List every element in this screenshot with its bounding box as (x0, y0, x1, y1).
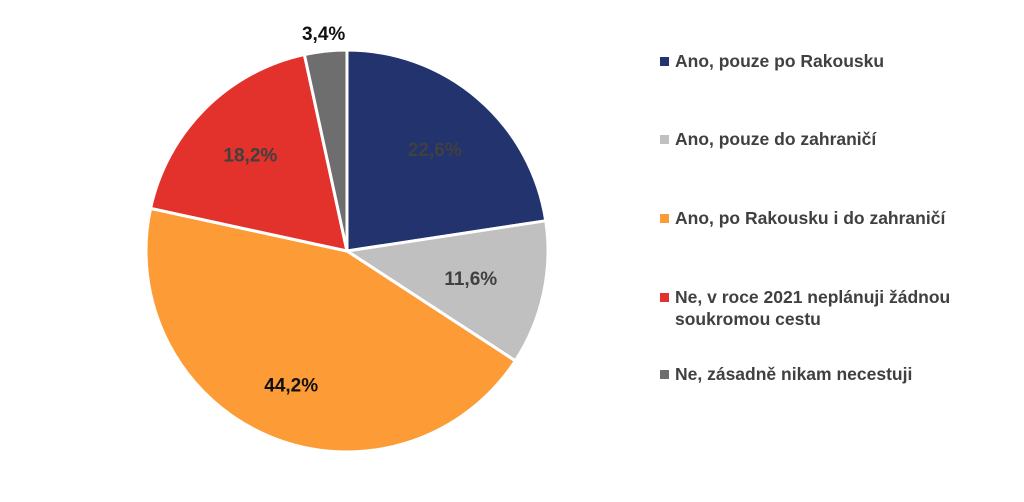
legend-item-1: Ano, pouze do zahraničí (660, 128, 1005, 150)
pie-slice-3 (148, 52, 349, 253)
legend-item-4: Ne, zásadně nikam necestuji (660, 363, 1005, 385)
legend-label: Ano, pouze po Rakousku (675, 51, 885, 71)
legend-swatch (660, 57, 669, 66)
data-label-1: 11,6% (444, 269, 497, 290)
legend-item-0: Ano, pouze po Rakousku (660, 50, 1005, 72)
legend-label: Ano, pouze do zahraničí (675, 129, 877, 149)
legend-item-2: Ano, po Rakousku i do zahraničí (660, 207, 1005, 229)
legend-swatch (660, 293, 669, 302)
data-label-4: 3,4% (302, 24, 345, 45)
pie-slice-1 (342, 219, 550, 363)
pie-slice-0 (345, 48, 548, 253)
pie-slice-2 (144, 206, 518, 454)
data-label-3: 18,2% (223, 145, 277, 166)
legend-swatch (660, 214, 669, 223)
data-label-2: 44,2% (264, 376, 318, 397)
legend-label: Ne, v roce 2021 neplánuji žádnou soukrom… (675, 287, 951, 329)
legend-label: Ne, zásadně nikam necestuji (675, 364, 913, 384)
pie-slice-4 (302, 48, 349, 252)
legend-swatch (660, 135, 669, 144)
legend-item-3: Ne, v roce 2021 neplánuji žádnou soukrom… (660, 286, 1005, 330)
data-label-0: 22,6% (408, 140, 462, 161)
legend-swatch (660, 370, 669, 379)
legend-label: Ano, po Rakousku i do zahraničí (675, 208, 946, 228)
